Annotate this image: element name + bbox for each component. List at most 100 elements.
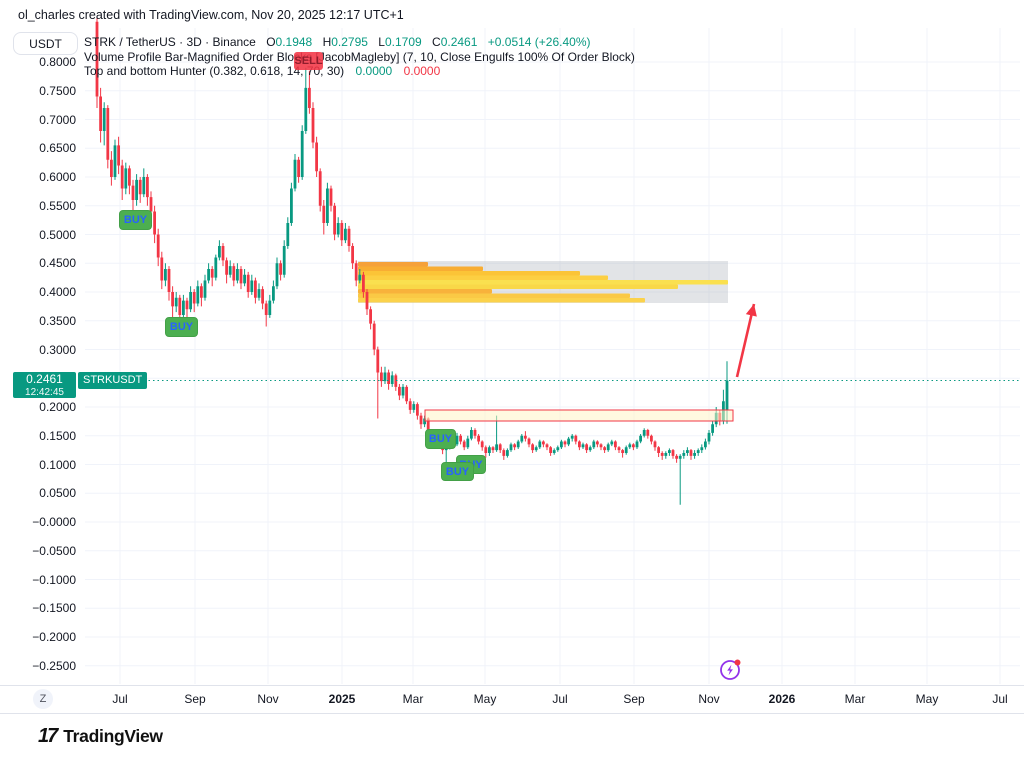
volume-profile-row	[358, 298, 645, 303]
candle-body	[333, 205, 336, 235]
candle-body	[617, 447, 621, 451]
price-tick-label: 0.5000	[39, 227, 76, 242]
time-tick-label: Sep	[623, 692, 645, 706]
candle-body	[671, 450, 675, 456]
volume-profile-layer	[358, 261, 728, 303]
candle-body	[282, 246, 286, 275]
candle-body	[502, 450, 506, 456]
candle-body	[570, 435, 574, 439]
candle-body	[462, 441, 466, 448]
candle-body	[542, 441, 545, 445]
candle-body	[506, 450, 509, 456]
candle-body	[318, 171, 322, 206]
candle-body	[365, 292, 369, 310]
time-tick-label: 2025	[328, 692, 356, 706]
candle-body	[455, 435, 459, 445]
candle-body	[225, 260, 228, 275]
candle-body	[650, 435, 653, 442]
candle-body	[653, 441, 657, 448]
symbol-title[interactable]: STRK / TetherUS · 3D · Binance	[84, 35, 256, 49]
attribution-text: ol_charles created with TradingView.com,…	[18, 8, 404, 22]
change-value: +0.0514 (+26.40%)	[487, 35, 591, 49]
candle-body	[354, 263, 358, 281]
price-tick-label: 0.6000	[39, 170, 76, 184]
candle-body	[675, 455, 678, 459]
bar-countdown: 12:42:45	[25, 387, 64, 398]
candle-body	[603, 447, 606, 451]
candle-body	[196, 286, 200, 304]
drawn-arrow[interactable]	[735, 303, 757, 378]
candle-body	[696, 450, 700, 453]
candle-body	[538, 441, 542, 448]
ohlc-open: O0.1948	[266, 35, 313, 49]
price-tick-label: 0.6500	[39, 141, 76, 156]
candle-body	[549, 447, 552, 453]
candle-body	[567, 438, 570, 445]
candle-body	[711, 424, 714, 433]
time-tick-label: Mar	[402, 692, 424, 706]
candle-body	[707, 432, 711, 442]
candle-body	[614, 441, 617, 448]
time-tick-label: Sep	[184, 692, 206, 706]
candle-body	[509, 444, 513, 451]
candle-body	[581, 444, 585, 448]
indicator-top-bottom-hunter-row[interactable]: Top and bottom Hunter (0.382, 0.618, 14,…	[84, 64, 441, 78]
candle-body	[232, 266, 236, 281]
candle-body	[387, 372, 390, 384]
candle-body	[218, 246, 221, 258]
candle-body	[628, 444, 632, 448]
candle-body	[275, 263, 279, 287]
notification-dot	[734, 659, 741, 666]
candle-body	[239, 269, 243, 284]
candle-body	[380, 372, 383, 382]
candle-body	[308, 87, 311, 108]
price-line-symbol-badge: STRKUSDT	[78, 372, 148, 389]
price-tick-label: 0.1500	[39, 428, 76, 443]
candle-body	[664, 453, 668, 456]
time-axis[interactable]: Z Jul Sep Nov 2025 Mar May Jul Sep Nov 2026 Mar May…	[0, 685, 1024, 714]
candle-body	[596, 441, 599, 445]
candle-body	[477, 435, 480, 442]
chart-legend: STRK / TetherUS · 3D · Binance O0.1948 H…	[84, 35, 635, 79]
candle-body	[185, 300, 189, 310]
candle-body	[520, 435, 524, 442]
price-tick-label: 0.5500	[39, 198, 76, 213]
candle-body	[135, 179, 138, 200]
event-lightning-icon[interactable]	[718, 657, 744, 683]
time-tick-label: Jul	[992, 692, 1008, 706]
candle-body	[297, 159, 300, 177]
candle-body	[405, 386, 408, 402]
price-tick-label: −0.0000	[32, 515, 76, 529]
candle-body	[383, 372, 387, 382]
candle-body	[376, 349, 380, 373]
tradingview-logo-icon: 17	[38, 725, 58, 747]
candle-body	[250, 280, 254, 292]
time-tick-label: May	[915, 692, 939, 706]
candle-body	[167, 269, 171, 292]
candle-body	[700, 447, 704, 451]
candle-body	[408, 401, 412, 410]
indicator-volume-profile-row[interactable]: Volume Profile Bar-Magnified Order Block…	[84, 49, 635, 64]
candle-body	[394, 375, 398, 387]
candle-body	[99, 96, 102, 131]
buy-signal-badge: BUY	[165, 317, 198, 337]
volume-profile-row	[358, 284, 678, 289]
timezone-button[interactable]: Z	[33, 689, 53, 709]
candle-body	[268, 300, 272, 315]
candle-body	[657, 447, 660, 453]
time-tick-label: Nov	[698, 692, 720, 706]
tradingview-logo[interactable]: 17 TradingView	[38, 725, 163, 748]
candle-body	[315, 142, 318, 172]
price-scale-currency-badge[interactable]: USDT	[13, 32, 78, 55]
candle-body	[358, 274, 362, 281]
grid-layer	[85, 28, 1020, 689]
price-tick-label: −0.1000	[32, 572, 76, 587]
candle-body	[632, 444, 635, 448]
price-tick-label: −0.0500	[32, 543, 76, 558]
tradingview-logo-text: TradingView	[63, 726, 163, 746]
candle-body	[419, 415, 423, 425]
candle-body	[398, 386, 401, 396]
candle-body	[246, 274, 250, 292]
indicator-value-red: 0.0000	[403, 64, 441, 78]
